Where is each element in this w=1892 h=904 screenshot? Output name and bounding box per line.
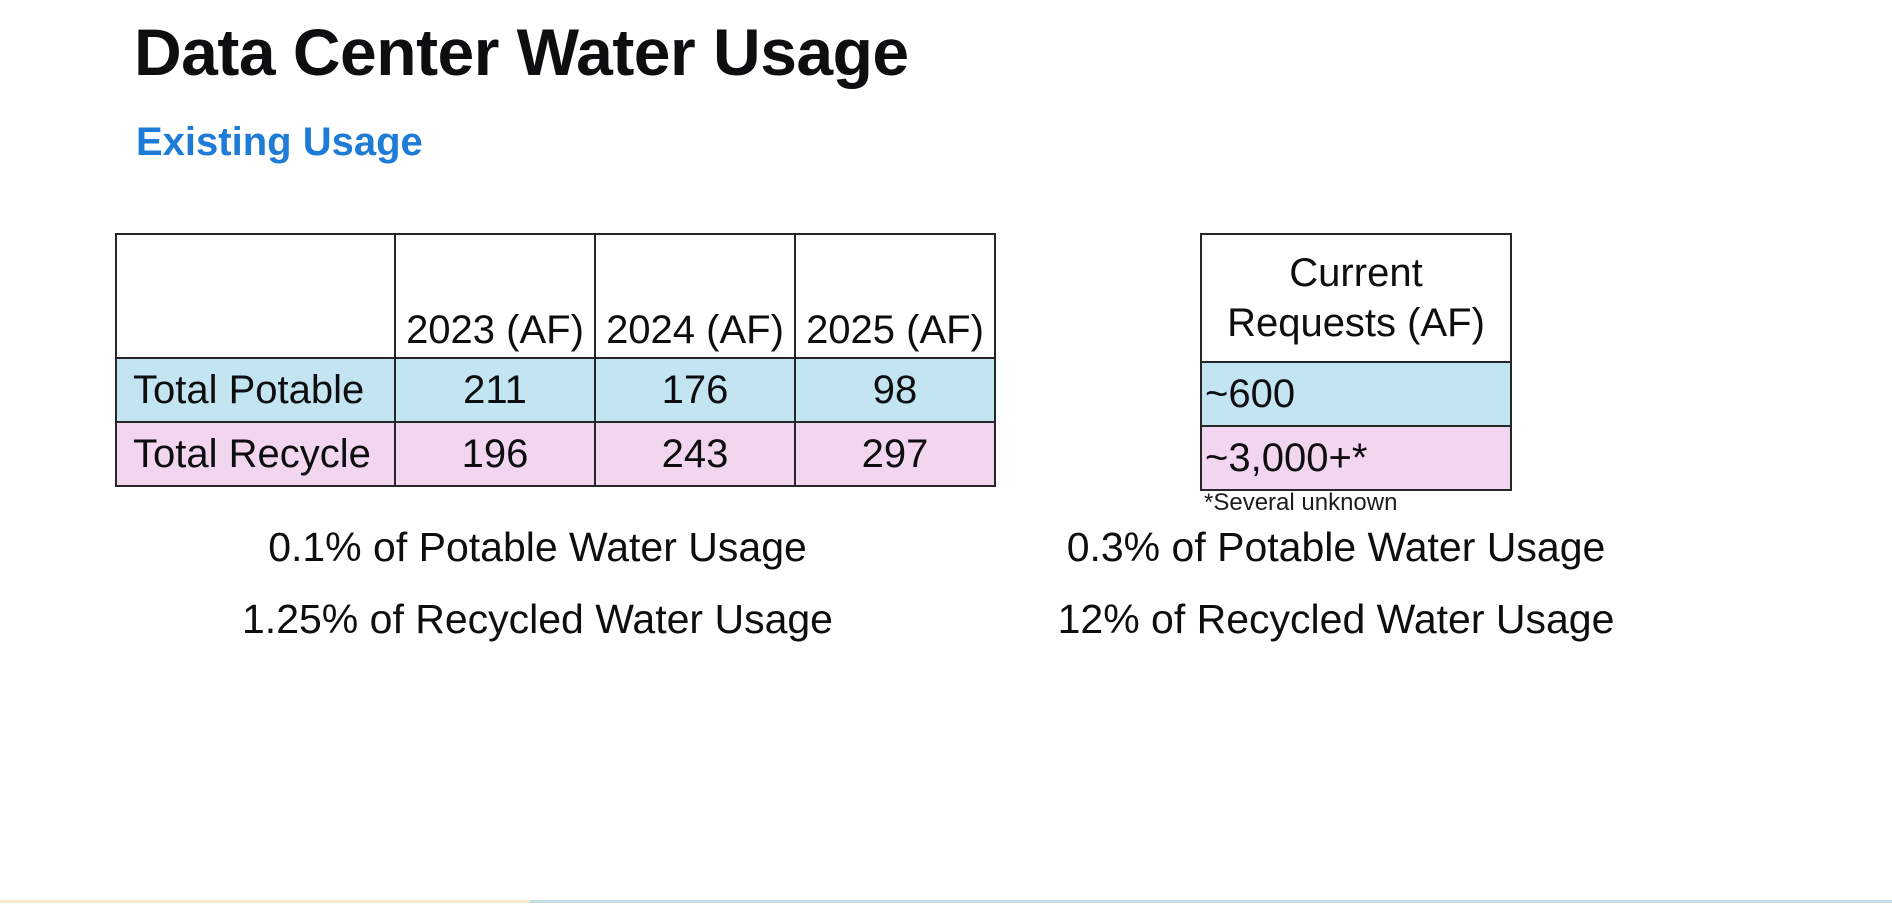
row-label-total-potable: Total Potable bbox=[115, 357, 396, 423]
stat-potable-existing: 0.1% of Potable Water Usage bbox=[268, 524, 807, 570]
stat-recycled-requests: 12% of Recycled Water Usage bbox=[1057, 596, 1615, 642]
requests-stats: 0.3% of Potable Water Usage 12% of Recyc… bbox=[1050, 524, 1622, 642]
row-label-total-recycle: Total Recycle bbox=[115, 421, 396, 487]
usage-col-2023: 2023 (AF) bbox=[394, 233, 596, 359]
table-row-recycle-requests: ~3,000+* bbox=[1200, 425, 1512, 491]
usage-header-row: 2023 (AF) 2024 (AF) 2025 (AF) bbox=[115, 233, 996, 359]
cell-recycle-requests: ~3,000+* bbox=[1200, 425, 1512, 491]
cell-potable-requests: ~600 bbox=[1200, 361, 1512, 427]
current-requests-table: Current Requests (AF) ~600 ~3,000+* bbox=[1200, 233, 1512, 491]
cell-potable-2024: 176 bbox=[594, 357, 796, 423]
cell-recycle-2023: 196 bbox=[394, 421, 596, 487]
bottom-strip-blue-segment bbox=[529, 900, 1892, 903]
usage-col-2024: 2024 (AF) bbox=[594, 233, 796, 359]
stat-potable-requests: 0.3% of Potable Water Usage bbox=[1066, 524, 1606, 570]
section-subtitle: Existing Usage bbox=[136, 120, 423, 164]
cell-recycle-2025: 297 bbox=[794, 421, 996, 487]
existing-usage-table: 2023 (AF) 2024 (AF) 2025 (AF) Total Pota… bbox=[115, 233, 996, 487]
requests-header-row: Current Requests (AF) bbox=[1200, 233, 1512, 363]
cell-recycle-2024: 243 bbox=[594, 421, 796, 487]
cell-potable-2023: 211 bbox=[394, 357, 596, 423]
existing-usage-stats: 0.1% of Potable Water Usage 1.25% of Rec… bbox=[95, 524, 980, 642]
page-title: Data Center Water Usage bbox=[134, 15, 909, 89]
table-row-total-potable: Total Potable 211 176 98 bbox=[115, 357, 996, 423]
bottom-strip-cream-segment bbox=[0, 900, 530, 903]
usage-col-blank bbox=[115, 233, 396, 359]
stat-recycled-existing: 1.25% of Recycled Water Usage bbox=[242, 596, 833, 642]
requests-footnote: *Several unknown bbox=[1204, 489, 1398, 516]
cell-potable-2025: 98 bbox=[794, 357, 996, 423]
bottom-edge-strip bbox=[0, 900, 1892, 903]
usage-col-2025: 2025 (AF) bbox=[794, 233, 996, 359]
requests-col-header: Current Requests (AF) bbox=[1200, 233, 1512, 363]
table-row-potable-requests: ~600 bbox=[1200, 361, 1512, 427]
table-row-total-recycle: Total Recycle 196 243 297 bbox=[115, 421, 996, 487]
